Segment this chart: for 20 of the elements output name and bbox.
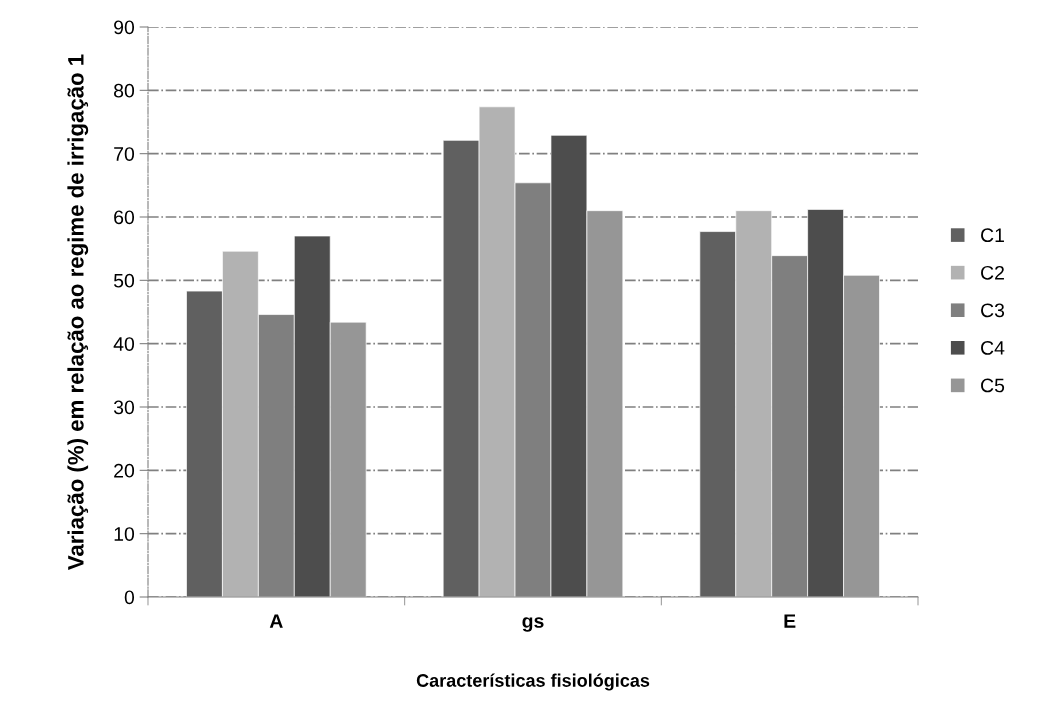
legend-label: C2 xyxy=(981,265,1004,280)
y-tick-label: 70 xyxy=(114,147,135,161)
y-tick-label: 50 xyxy=(113,273,135,288)
x-tick-label: A xyxy=(269,614,283,628)
legend-label: C1 xyxy=(981,228,1004,243)
x-axis-title: Características fisiológicas xyxy=(416,673,650,691)
y-tick-label: 60 xyxy=(114,210,135,225)
legend-label: C4 xyxy=(981,341,1005,355)
y-tick-label: 40 xyxy=(113,337,135,351)
y-axis-title: Variação (%) em relação ao regime de irrigação 1 xyxy=(67,54,89,570)
x-tick-label: gs xyxy=(522,617,544,632)
y-tick-label: 30 xyxy=(113,400,135,415)
x-tick-label: E xyxy=(784,614,796,628)
y-tick-label: 80 xyxy=(114,83,135,98)
y-tick-label: 0 xyxy=(124,590,135,605)
legend-label: C3 xyxy=(981,303,1005,318)
legend-label: C5 xyxy=(981,378,1005,393)
y-tick-label: 10 xyxy=(114,527,135,541)
y-tick-label: 90 xyxy=(114,20,135,35)
y-tick-label: 20 xyxy=(114,463,135,478)
